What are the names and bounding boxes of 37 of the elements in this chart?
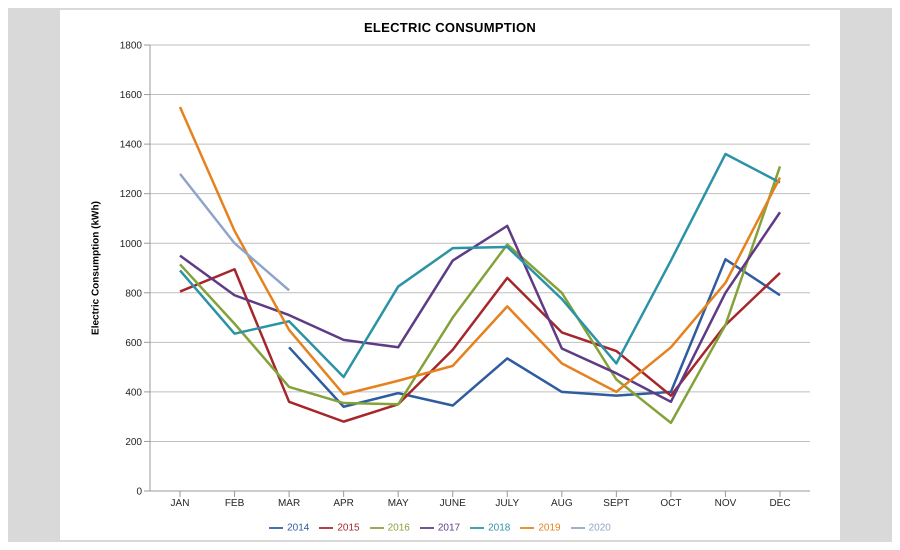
y-tick-label: 1200 [120, 189, 142, 200]
x-tick-label: OCT [660, 498, 682, 510]
legend-label: 2018 [488, 522, 510, 534]
x-tick-label: MAR [278, 498, 300, 510]
y-tick-label: 1000 [120, 238, 142, 250]
x-tick-label: APR [333, 498, 354, 510]
y-axis-title: Electric Consumption (kWh) [90, 201, 102, 335]
y-tick-label: 0 [136, 486, 142, 498]
legend-label: 2017 [438, 522, 460, 534]
y-tick-label: 800 [125, 288, 142, 300]
y-tick-label: 200 [125, 436, 142, 448]
legend-label: 2019 [538, 522, 561, 534]
line-series [178, 165, 782, 424]
x-tick-label: JUNE [440, 498, 466, 510]
line-series [178, 211, 782, 404]
line-series [288, 258, 782, 408]
line-series [178, 268, 782, 423]
y-tick-label: 600 [125, 338, 142, 349]
y-tick-label: 1800 [120, 40, 142, 52]
legend-label: 2015 [337, 522, 360, 534]
x-tick-label: MAY [388, 498, 409, 510]
y-tick-label: 1400 [120, 140, 142, 151]
line-series [178, 152, 782, 378]
line-series [178, 106, 782, 396]
y-tick-label: 1600 [120, 90, 142, 102]
x-tick-label: NOV [714, 498, 737, 510]
legend-label: 2016 [388, 522, 410, 534]
y-tick-label: 400 [125, 387, 142, 398]
legend-label: 2020 [588, 522, 611, 534]
x-tick-label: SEPT [603, 498, 630, 510]
x-tick-label: DEC [769, 498, 791, 510]
x-tick-label: JAN [170, 498, 190, 510]
chart-title: ELECTRIC CONSUMPTION [362, 19, 538, 35]
legend-label: 2014 [287, 522, 310, 534]
x-tick-label: FEB [224, 498, 245, 510]
x-tick-label: JULY [495, 498, 520, 510]
x-tick-label: AUG [550, 498, 573, 510]
